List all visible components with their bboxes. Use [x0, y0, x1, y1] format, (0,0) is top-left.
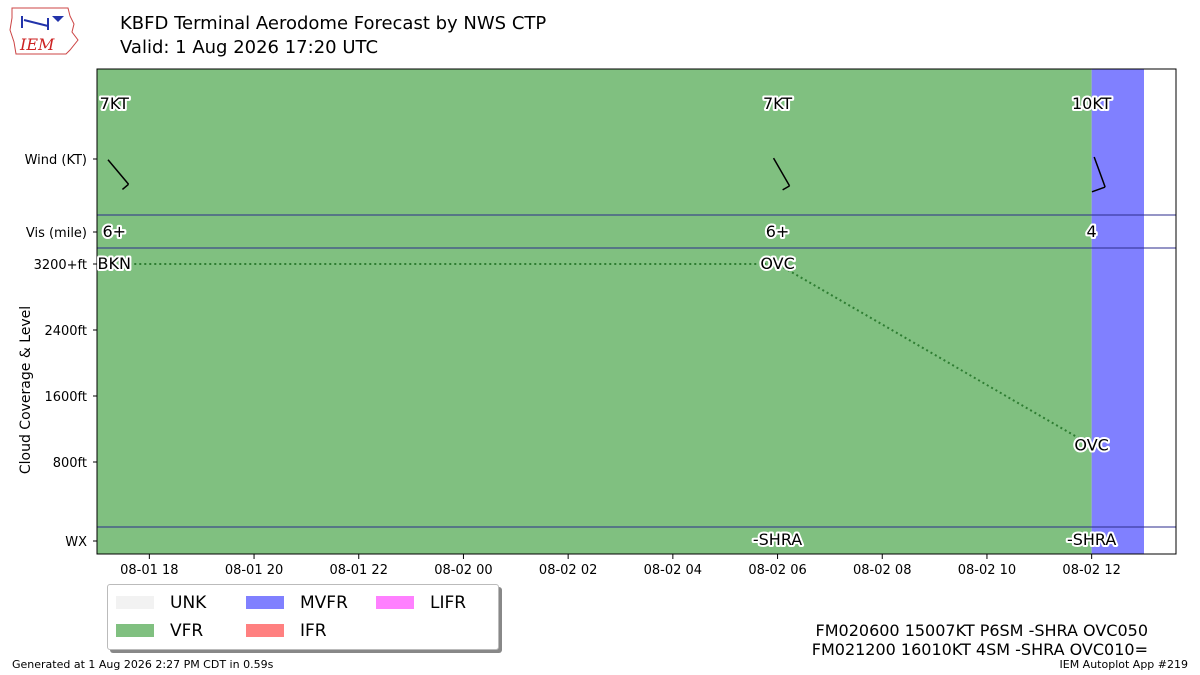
legend: UNK VFR MVFR IFR LIFR: [107, 584, 499, 650]
x-tick-label: 08-02 12: [1062, 563, 1120, 578]
y-tick-label-cloud: 800ft: [53, 456, 87, 471]
legend-label: IFR: [300, 621, 327, 641]
legend-item-vfr: VFR: [116, 621, 203, 641]
visibility-label: 6+: [766, 222, 790, 241]
legend-swatch: [246, 596, 284, 609]
svg-text:-SHRA: -SHRA: [1067, 530, 1116, 549]
svg-text:IEM: IEM: [19, 35, 55, 54]
cloud-cover-label: BKN: [98, 254, 131, 273]
weather-label: -SHRA: [753, 530, 802, 549]
cloud-cover-label: OVC: [760, 254, 794, 273]
visibility-label: 4: [1087, 222, 1097, 241]
wind-speed-label: 7KT: [763, 94, 792, 113]
legend-swatch: [376, 596, 414, 609]
x-tick-label: 08-02 06: [748, 563, 806, 578]
category-band-mvfr: [1091, 69, 1144, 554]
y-tick-label-cloud: 1600ft: [44, 390, 87, 405]
cloud-cover-label: OVC: [1074, 436, 1108, 455]
legend-item-lifr: LIFR: [376, 593, 466, 613]
legend-label: VFR: [170, 621, 204, 641]
wind-speed-label: 7KT: [100, 94, 129, 113]
y-axis-title: Cloud Coverage & Level: [18, 306, 34, 474]
svg-text:6+: 6+: [102, 222, 126, 241]
wind-barb-staff: [107, 159, 130, 185]
wind-barb-feather: [121, 183, 130, 190]
y-tick-label-cloud: 3200+ft: [34, 258, 87, 273]
svg-text:7KT: 7KT: [763, 94, 792, 113]
cloud-level-line: [114, 263, 1093, 447]
y-label-wx: WX: [65, 535, 87, 550]
legend-label: MVFR: [300, 593, 348, 613]
x-tick-label: 08-01 22: [330, 563, 388, 578]
legend-swatch: [116, 624, 154, 637]
legend-item-ifr: IFR: [246, 621, 327, 641]
legend-swatch: [246, 624, 284, 637]
x-tick-label: 08-02 00: [434, 563, 492, 578]
weather-label: -SHRA: [1067, 530, 1116, 549]
svg-text:10KT: 10KT: [1072, 94, 1112, 113]
legend-item-mvfr: MVFR: [246, 593, 348, 613]
legend-swatch: [116, 596, 154, 609]
x-tick-label: 08-02 08: [853, 563, 911, 578]
wind-barb-feather: [782, 185, 790, 191]
legend-label: LIFR: [430, 593, 467, 613]
svg-text:OVC: OVC: [760, 254, 794, 273]
wind-barb-staff: [1093, 156, 1106, 188]
svg-text:6+: 6+: [766, 222, 790, 241]
legend-item-unk: UNK: [116, 593, 206, 613]
svg-text:7KT: 7KT: [100, 94, 129, 113]
legend-label: UNK: [170, 593, 207, 613]
x-tick-label: 08-02 02: [539, 563, 597, 578]
footer-generated: Generated at 1 Aug 2026 2:27 PM CDT in 0…: [12, 658, 274, 671]
y-tick-label-cloud: 2400ft: [44, 324, 87, 339]
y-label-vis: Vis (mile): [26, 226, 87, 241]
svg-text:4: 4: [1087, 222, 1097, 241]
footer-app: IEM Autoplot App #219: [1059, 658, 1189, 671]
chart-title: KBFD Terminal Aerodome Forecast by NWS C…: [120, 13, 547, 34]
wind-barb-feather: [1091, 186, 1106, 193]
iem-logo: IEM: [9, 7, 79, 55]
svg-text:OVC: OVC: [1074, 436, 1108, 455]
y-label-wind: Wind (KT): [25, 153, 87, 168]
x-tick-label: 08-01 20: [225, 563, 283, 578]
plot-frame: [96, 68, 1177, 555]
raw-taf-line-1: FM020600 15007KT P6SM -SHRA OVC050: [815, 621, 1148, 640]
svg-text:BKN: BKN: [98, 254, 131, 273]
chart-subtitle: Valid: 1 Aug 2026 17:20 UTC: [120, 37, 379, 58]
svg-text:-SHRA: -SHRA: [753, 530, 802, 549]
wind-barb-staff: [772, 157, 791, 187]
raw-taf-line-2: FM021200 16010KT 4SM -SHRA OVC010=: [811, 640, 1148, 659]
x-tick-label: 08-01 18: [120, 563, 178, 578]
category-band-vfr: [97, 69, 1092, 554]
x-tick-label: 08-02 10: [958, 563, 1016, 578]
visibility-label: 6+: [102, 222, 126, 241]
x-tick-label: 08-02 04: [644, 563, 702, 578]
wind-speed-label: 10KT: [1072, 94, 1112, 113]
